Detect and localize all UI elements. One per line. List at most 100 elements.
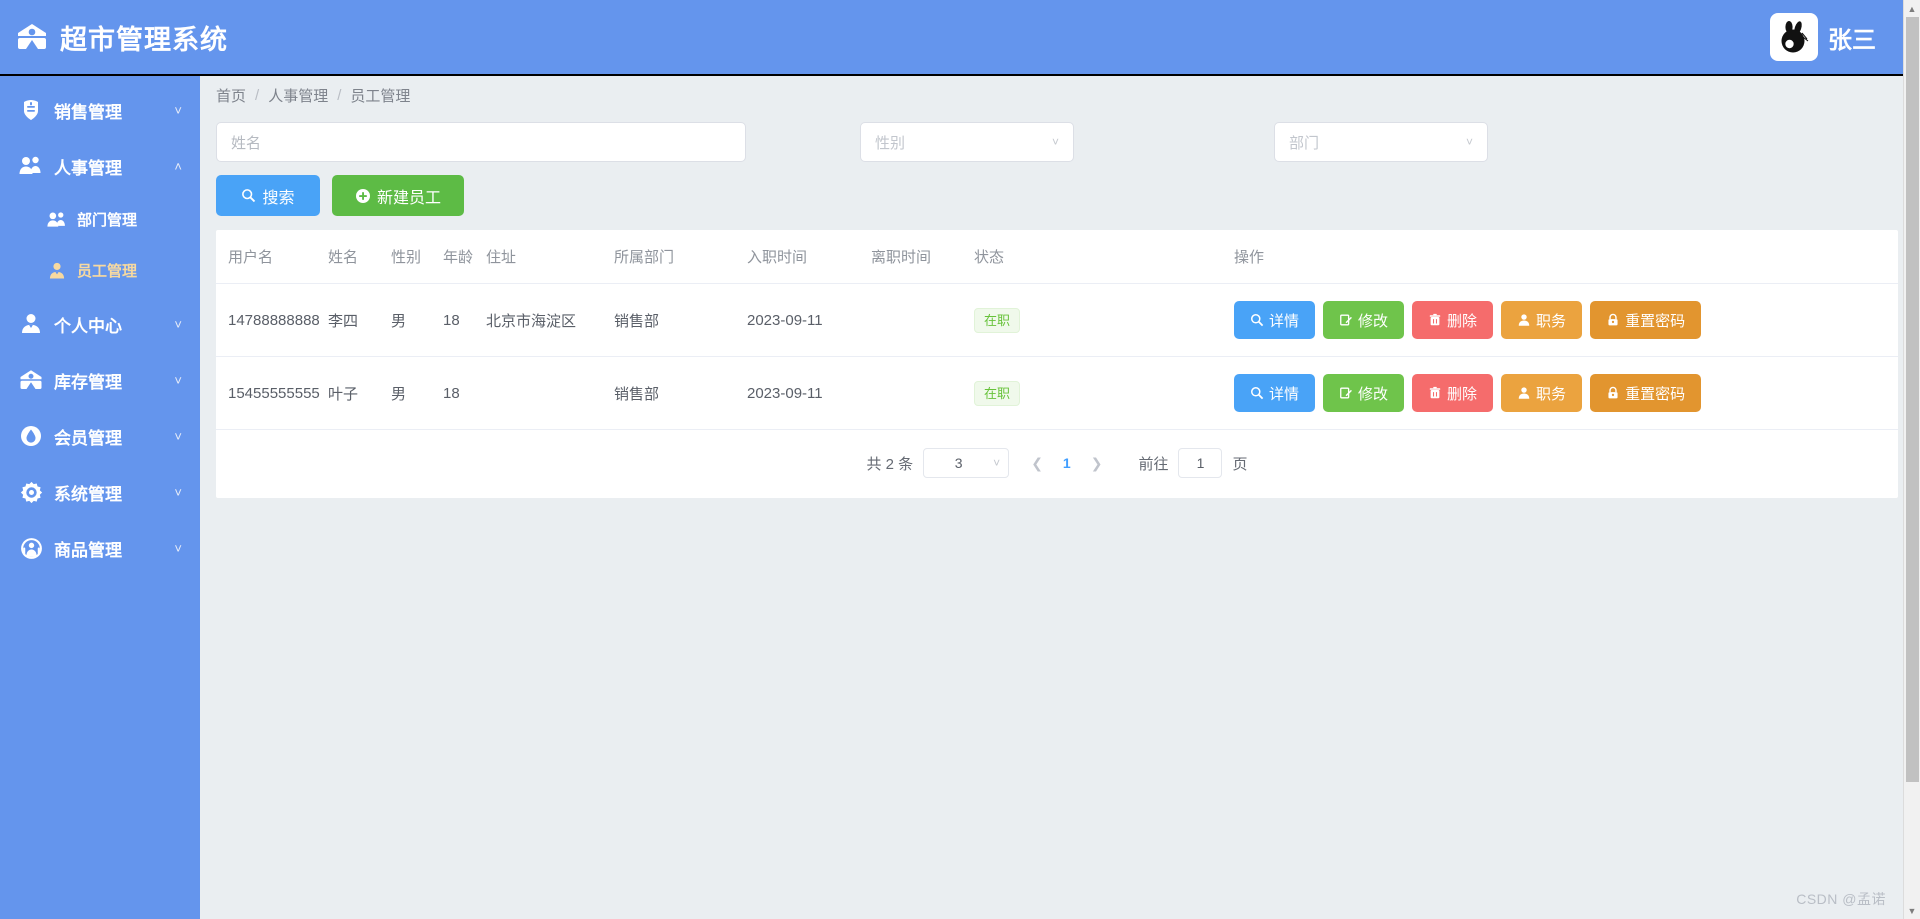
employee-table-card: 用户名 姓名 性别 年龄 住址 所属部门 入职时间 离职时间 状态 操作 [216,230,1898,498]
position-button[interactable]: 职务 [1501,301,1583,339]
table-head: 用户名 姓名 性别 年龄 住址 所属部门 入职时间 离职时间 状态 操作 [216,230,1898,284]
row-actions: 详情 修改 删除 [1234,301,1898,339]
bank-house-icon [16,368,46,392]
reset-password-button[interactable]: 重置密码 [1590,374,1702,412]
sidebar-item-member[interactable]: 会员管理 ˅ [0,408,200,464]
sidebar-item-inventory[interactable]: 库存管理 ˅ [0,352,200,408]
breadcrumb-separator: / [255,86,260,104]
gender-select[interactable]: 性别 ˅ [860,122,1074,162]
breadcrumb-home[interactable]: 首页 [216,87,247,105]
sidebar-item-employee[interactable]: 员工管理 [0,245,200,296]
user-menu[interactable]: 张三 [1770,13,1876,61]
cell-age: 18 [443,356,486,430]
cell-address [486,356,614,430]
edit-button[interactable]: 修改 [1323,374,1405,412]
sidebar-item-label: 人事管理 [54,158,122,178]
body-row: 销售管理 ˅ 人事管理 ˄ [0,76,1920,919]
edit-button-label: 修改 [1358,312,1389,330]
table-row: 15455555555 叶子 男 18 销售部 2023-09-11 在职 [216,356,1898,430]
delete-button-label: 删除 [1447,385,1478,403]
department-select[interactable]: 部门 ˅ [1274,122,1488,162]
reset-password-button-label: 重置密码 [1625,385,1686,403]
sidebar-item-hr[interactable]: 人事管理 ˄ [0,138,200,194]
chevron-down-icon: ˅ [174,428,182,444]
cell-address: 北京市海淀区 [486,283,614,357]
brand: 超市管理系统 [16,18,228,57]
pager: ❮ 1 ❯ [1019,448,1115,478]
sidebar-item-sales[interactable]: 销售管理 ˅ [0,82,200,138]
delete-button[interactable]: 删除 [1412,301,1494,339]
page-scrollbar[interactable]: ▲ ▼ [1903,0,1920,919]
chevron-down-icon: ˅ [1051,135,1059,149]
gear-icon [16,480,46,505]
water-drop-icon [16,424,46,448]
sidebar-item-label: 商品管理 [54,540,122,560]
main-content: 首页 / 人事管理 / 员工管理 姓名 性别 ˅ [200,76,1920,919]
column-header-department: 所属部门 [614,230,747,284]
sidebar-item-profile[interactable]: 个人中心 ˅ [0,296,200,352]
edit-button-label: 修改 [1358,385,1389,403]
column-header-hire-date: 入职时间 [747,230,871,284]
scrollbar-thumb[interactable] [1905,17,1919,782]
search-button[interactable]: 搜索 [216,175,320,216]
scroll-down-arrow-icon[interactable]: ▼ [1907,905,1917,916]
chevron-down-icon: ˅ [174,540,182,556]
sidebar-item-product[interactable]: 商品管理 ˅ [0,520,200,576]
position-button-label: 职务 [1536,312,1567,330]
prev-page-button[interactable]: ❮ [1031,454,1043,471]
breadcrumb: 首页 / 人事管理 / 员工管理 [200,76,1920,114]
new-employee-button[interactable]: 新建员工 [332,175,464,216]
search-icon [1250,386,1264,400]
chevron-down-icon: ˅ [174,484,182,500]
chevron-down-icon: ˅ [174,102,182,118]
page-size-select[interactable]: 3 ˅ [923,448,1010,478]
name-input[interactable]: 姓名 [216,122,746,162]
table-row: 14788888888 李四 男 18 北京市海淀区 销售部 2023-09-1… [216,283,1898,357]
detail-button-label: 详情 [1269,312,1300,330]
sidebar-item-label: 员工管理 [77,263,138,280]
column-header-operations: 操作 [1234,230,1898,284]
people-group-icon [44,210,70,230]
breadcrumb-separator: / [337,86,342,104]
detail-button[interactable]: 详情 [1234,374,1316,412]
reset-password-button[interactable]: 重置密码 [1590,301,1702,339]
table-header-row: 用户名 姓名 性别 年龄 住址 所属部门 入职时间 离职时间 状态 操作 [216,230,1898,284]
next-page-button[interactable]: ❯ [1090,454,1103,471]
sidebar-item-department[interactable]: 部门管理 [0,194,200,245]
status-badge: 在职 [974,307,1021,333]
edit-button[interactable]: 修改 [1323,301,1405,339]
delete-button-label: 删除 [1447,312,1478,330]
app-header: 超市管理系统 张三 [0,0,1920,76]
goto-page-input[interactable]: 1 [1178,448,1223,478]
position-button[interactable]: 职务 [1501,374,1583,412]
position-button-label: 职务 [1536,385,1567,403]
row-actions: 详情 修改 删除 [1234,374,1898,412]
chevron-down-icon: ˅ [993,456,1001,470]
cell-gender: 男 [391,356,443,430]
sidebar: 销售管理 ˅ 人事管理 ˄ [0,76,200,919]
page-number-1[interactable]: 1 [1062,455,1071,471]
column-header-age: 年龄 [443,230,486,284]
page-unit-label: 页 [1232,455,1248,473]
chevron-down-icon: ˅ [1465,135,1473,149]
filter-bar: 姓名 性别 ˅ 部门 ˅ [216,114,1898,162]
sidebar-item-system[interactable]: 系统管理 ˅ [0,464,200,520]
breadcrumb-hr[interactable]: 人事管理 [268,87,329,105]
table-body: 14788888888 李四 男 18 北京市海淀区 销售部 2023-09-1… [216,283,1898,430]
cell-operations: 详情 修改 删除 [1234,283,1898,357]
people-group-icon [16,154,46,178]
shield-badge-icon [16,98,46,122]
edit-icon [1339,386,1353,400]
content-area: 姓名 性别 ˅ 部门 ˅ [200,114,1920,919]
watermark: CSDN @孟诺 [1796,891,1886,907]
user-icon [1517,386,1531,400]
avatar[interactable] [1770,13,1818,61]
scroll-up-arrow-icon[interactable]: ▲ [1907,3,1917,14]
cell-department: 销售部 [614,283,747,357]
reset-password-button-label: 重置密码 [1625,312,1686,330]
detail-button[interactable]: 详情 [1234,301,1316,339]
delete-button[interactable]: 删除 [1412,374,1494,412]
status-badge: 在职 [974,380,1021,406]
cell-hire-date: 2023-09-11 [747,356,871,430]
department-select-value: 部门 [1289,134,1320,152]
